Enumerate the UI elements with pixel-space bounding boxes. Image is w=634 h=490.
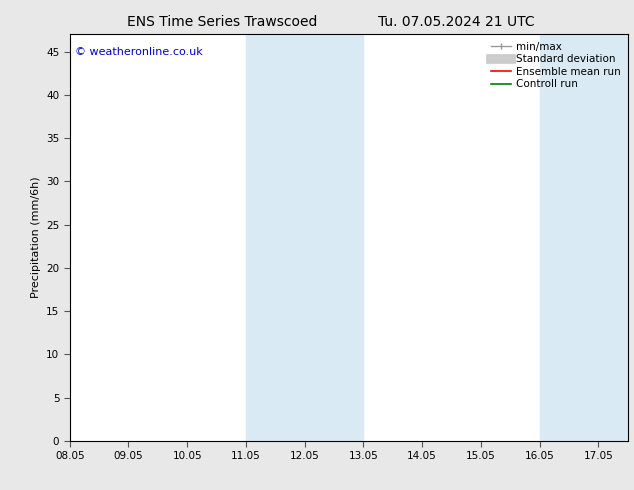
Bar (540, 34, 598, 441)
Y-axis label: Precipitation (mm/6h): Precipitation (mm/6h) (30, 177, 41, 298)
Legend: min/max, Standard deviation, Ensemble mean run, Controll run: min/max, Standard deviation, Ensemble me… (489, 40, 623, 92)
Text: ENS Time Series Trawscoed: ENS Time Series Trawscoed (127, 15, 317, 29)
Text: Tu. 07.05.2024 21 UTC: Tu. 07.05.2024 21 UTC (378, 15, 535, 29)
Bar (305, 34, 363, 441)
Text: © weatheronline.co.uk: © weatheronline.co.uk (75, 47, 203, 56)
Bar (598, 34, 628, 441)
Bar (246, 34, 305, 441)
